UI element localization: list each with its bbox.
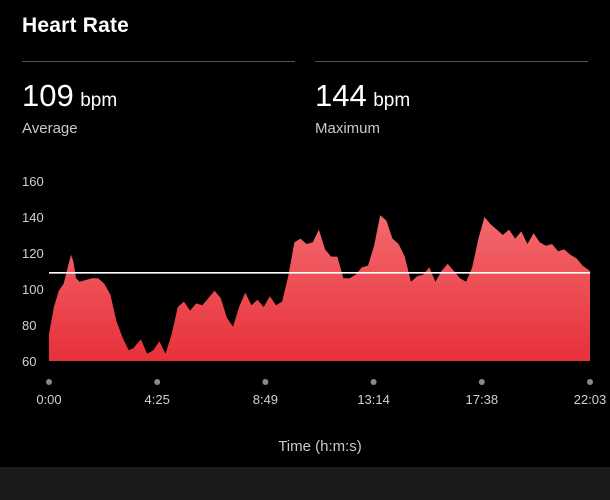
x-tick-dot [46,379,52,385]
average-label: Average [22,120,78,137]
x-tick-dot [587,379,593,385]
x-tick-label: 4:25 [145,392,170,407]
y-tick-label: 120 [22,246,44,261]
x-tick-dot [370,379,377,385]
average-value: 109 [22,78,74,113]
x-tick-label: 0:00 [36,392,61,407]
maximum-label: Maximum [315,120,381,137]
x-tick-label: 17:38 [466,392,499,407]
y-tick-label: 60 [22,354,36,369]
x-axis-label: Time (h:m:s) [278,438,362,455]
y-tick-label: 160 [22,174,44,189]
page-title: Heart Rate [22,14,130,37]
x-tick-dot [154,379,161,385]
maximum-value: 144 [315,78,367,113]
x-tick-dot [262,379,269,385]
y-tick-label: 100 [22,282,44,297]
x-tick-dot [478,379,485,385]
maximum-stat: 144 bpm Maximum [315,78,410,137]
divider-right [315,61,588,62]
x-tick-label: 22:03 [574,392,607,407]
heart-rate-area [49,215,590,361]
y-tick-label: 80 [22,318,36,333]
bottom-bar [0,467,610,500]
average-unit: bpm [80,90,118,111]
y-tick-label: 140 [22,210,44,225]
maximum-unit: bpm [373,90,411,111]
heart-rate-chart: 160 140 120 100 80 60 0:00 4:25 8:49 13:14 17:38 2… [22,174,607,455]
divider-left [22,61,295,62]
x-tick-label: 8:49 [253,392,278,407]
average-stat: 109 bpm Average [22,78,117,137]
x-tick-label: 13:14 [357,392,390,407]
